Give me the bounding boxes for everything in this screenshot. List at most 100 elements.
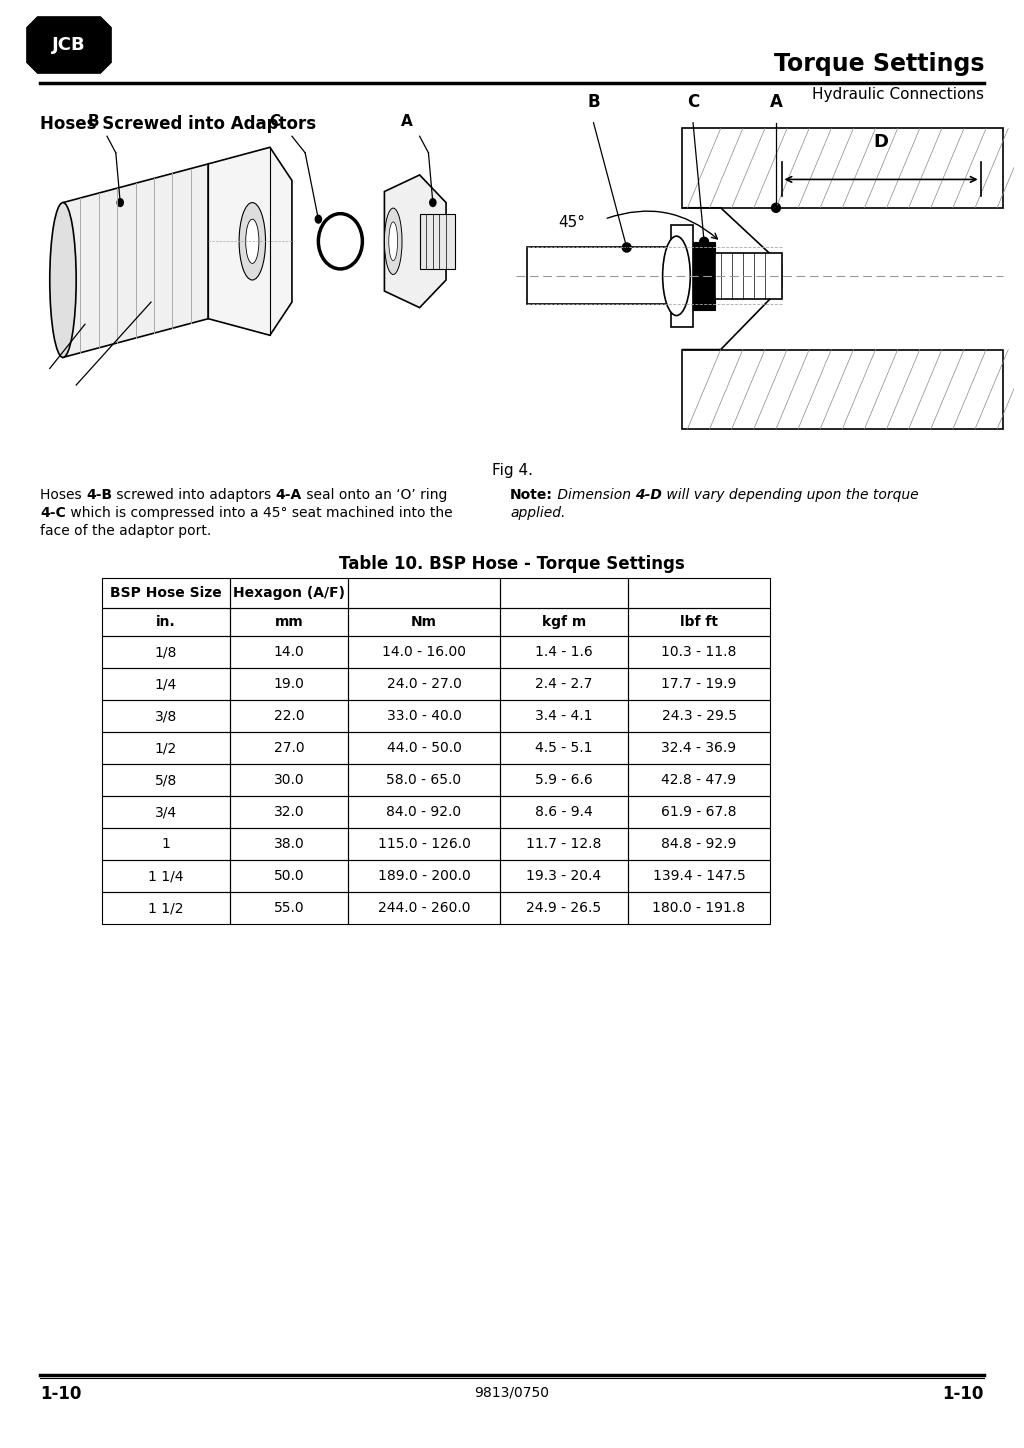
Bar — [715, 253, 781, 298]
Text: 22.0: 22.0 — [273, 710, 304, 723]
Ellipse shape — [240, 203, 265, 279]
Bar — [348, 796, 500, 828]
Text: Table 10. BSP Hose - Torque Settings: Table 10. BSP Hose - Torque Settings — [339, 555, 685, 573]
Text: 8.6 - 9.4: 8.6 - 9.4 — [536, 805, 593, 820]
Text: 19.0: 19.0 — [273, 678, 304, 691]
Bar — [102, 860, 230, 892]
Text: 1/2: 1/2 — [155, 741, 177, 754]
Text: in.: in. — [156, 615, 176, 628]
Bar — [230, 796, 348, 828]
Text: will vary depending upon the torque: will vary depending upon the torque — [663, 488, 919, 502]
Ellipse shape — [384, 209, 402, 275]
Bar — [348, 668, 500, 699]
Text: seal onto an ‘O’ ring: seal onto an ‘O’ ring — [302, 488, 447, 502]
Bar — [500, 765, 628, 796]
Text: applied.: applied. — [510, 505, 565, 520]
Text: 33.0 - 40.0: 33.0 - 40.0 — [387, 710, 462, 723]
Text: 4.5 - 5.1: 4.5 - 5.1 — [536, 741, 593, 754]
Text: 9813/0750: 9813/0750 — [474, 1384, 550, 1399]
Circle shape — [771, 203, 780, 213]
Text: D: D — [873, 133, 889, 151]
Bar — [628, 860, 770, 892]
Text: 139.4 - 147.5: 139.4 - 147.5 — [652, 869, 745, 883]
Bar — [348, 636, 500, 668]
Text: Hoses Screwed into Adaptors: Hoses Screwed into Adaptors — [40, 114, 316, 133]
Bar — [500, 860, 628, 892]
Bar — [348, 860, 500, 892]
Text: Note:: Note: — [510, 488, 553, 502]
Text: A: A — [770, 93, 782, 111]
Ellipse shape — [663, 236, 690, 316]
Bar — [500, 733, 628, 765]
Bar — [628, 668, 770, 699]
Bar — [230, 765, 348, 796]
Text: Hoses: Hoses — [40, 488, 86, 502]
Ellipse shape — [246, 219, 259, 264]
Text: 19.3 - 20.4: 19.3 - 20.4 — [526, 869, 601, 883]
Circle shape — [430, 198, 436, 207]
Bar — [628, 828, 770, 860]
Bar — [102, 608, 230, 636]
Bar — [671, 224, 693, 327]
Bar — [500, 796, 628, 828]
Text: 84.8 - 92.9: 84.8 - 92.9 — [662, 837, 736, 851]
Bar — [500, 828, 628, 860]
Text: 24.3 - 29.5: 24.3 - 29.5 — [662, 710, 736, 723]
Bar — [628, 892, 770, 924]
Text: 3/4: 3/4 — [155, 805, 177, 820]
Bar — [500, 608, 628, 636]
Text: B: B — [88, 114, 99, 129]
Bar — [348, 733, 500, 765]
Circle shape — [315, 216, 322, 223]
Text: 45°: 45° — [558, 216, 585, 230]
Text: 4-D: 4-D — [635, 488, 663, 502]
Bar — [102, 668, 230, 699]
Text: 115.0 - 126.0: 115.0 - 126.0 — [378, 837, 470, 851]
Text: 50.0: 50.0 — [273, 869, 304, 883]
Text: 4-A: 4-A — [275, 488, 302, 502]
Text: 30.0: 30.0 — [273, 773, 304, 788]
Bar — [500, 892, 628, 924]
Text: B: B — [587, 93, 600, 111]
Polygon shape — [384, 175, 446, 307]
Bar — [693, 242, 715, 310]
Text: 38.0: 38.0 — [273, 837, 304, 851]
Text: 10.3 - 11.8: 10.3 - 11.8 — [662, 644, 736, 659]
Bar — [348, 608, 500, 636]
Bar — [500, 668, 628, 699]
Text: 24.9 - 26.5: 24.9 - 26.5 — [526, 901, 601, 915]
Bar — [102, 578, 230, 608]
Bar — [348, 828, 500, 860]
Text: BSP Hose Size: BSP Hose Size — [111, 586, 222, 599]
Bar — [102, 892, 230, 924]
Text: kgf m: kgf m — [542, 615, 586, 628]
Bar — [628, 796, 770, 828]
Bar — [628, 733, 770, 765]
Bar — [628, 699, 770, 733]
Text: JCB: JCB — [52, 36, 86, 54]
Text: mm: mm — [274, 615, 303, 628]
Polygon shape — [208, 148, 292, 336]
Bar — [102, 828, 230, 860]
Text: 32.4 - 36.9: 32.4 - 36.9 — [662, 741, 736, 754]
Bar — [102, 765, 230, 796]
Bar — [628, 608, 770, 636]
Text: 1: 1 — [162, 837, 170, 851]
Text: face of the adaptor port.: face of the adaptor port. — [40, 524, 211, 539]
Bar — [230, 668, 348, 699]
Bar — [102, 636, 230, 668]
Text: 2.4 - 2.7: 2.4 - 2.7 — [536, 678, 593, 691]
Bar — [628, 578, 770, 608]
Text: 1 1/2: 1 1/2 — [148, 901, 183, 915]
Bar — [230, 608, 348, 636]
Bar — [348, 699, 500, 733]
Text: C: C — [687, 93, 699, 111]
Text: 1-10: 1-10 — [40, 1384, 81, 1403]
Bar — [230, 578, 348, 608]
Bar — [230, 733, 348, 765]
Text: 27.0: 27.0 — [273, 741, 304, 754]
Bar — [628, 636, 770, 668]
Text: Nm: Nm — [411, 615, 437, 628]
Text: 1/8: 1/8 — [155, 644, 177, 659]
Text: 42.8 - 47.9: 42.8 - 47.9 — [662, 773, 736, 788]
